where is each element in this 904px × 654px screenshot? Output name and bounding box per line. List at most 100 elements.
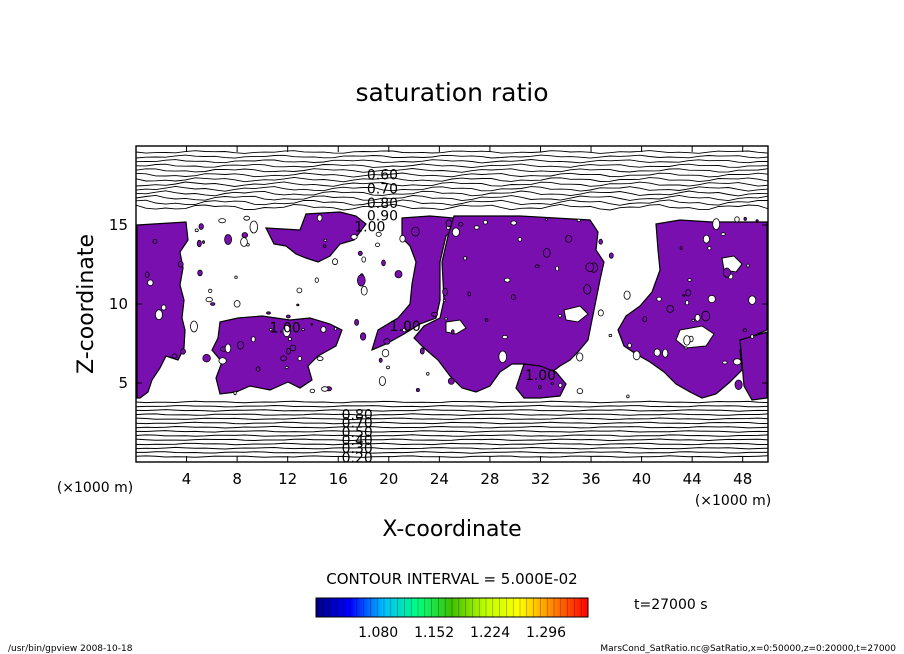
contour-speckle — [309, 388, 316, 394]
contour-label: 1.00 — [270, 321, 301, 337]
lower-contour-line — [136, 400, 768, 404]
contour-speckle — [701, 310, 711, 322]
contour-speckle — [473, 225, 480, 230]
time-label: t=27000 s — [634, 597, 708, 613]
footer-right: MarsCond_SatRatio.nc@SatRatio,x=0:50000,… — [600, 644, 896, 654]
contour-label: 1.00 — [354, 220, 385, 236]
x-unit-left-label: (×1000 m) — [57, 480, 133, 496]
contour-speckle — [233, 300, 241, 308]
x-axis-ticks: 4 8 12 16 20 24 28 32 36 40 44 48 — [182, 146, 752, 488]
x-tick-label: 20 — [379, 470, 398, 488]
contour-speckle — [357, 250, 363, 256]
contour-speckle — [451, 227, 460, 237]
contour-speckle — [394, 270, 403, 279]
contour-speckle — [286, 347, 291, 355]
contour-speckle — [742, 328, 747, 333]
colorbar-tick-label: 1.080 — [358, 625, 398, 641]
contour-speckle — [734, 379, 743, 391]
x-tick-label: 24 — [430, 470, 449, 488]
contour-speckle — [180, 348, 186, 355]
contour-speckle — [720, 232, 726, 236]
contour-speckle — [378, 376, 386, 387]
contour-speckle — [557, 313, 563, 318]
x-tick-label: 36 — [581, 470, 600, 488]
upper-contour-line — [136, 190, 768, 197]
contour-speckle — [626, 394, 630, 399]
contour-label: 0.30 — [342, 441, 373, 457]
lower-contour-line — [136, 409, 768, 412]
contour-speckle — [734, 216, 740, 223]
contour-speckle — [666, 304, 674, 313]
contour-speckle — [598, 238, 603, 245]
contour-speckle — [656, 296, 662, 302]
contour-speckle — [583, 284, 592, 295]
contour-label: 0.50 — [342, 425, 373, 441]
contour-speckle — [194, 228, 199, 233]
contour-speckle — [249, 220, 258, 234]
x-tick-label: 28 — [480, 470, 499, 488]
contour-speckle — [694, 313, 701, 322]
contour-speckle — [198, 223, 204, 230]
x-tick-label: 8 — [232, 470, 242, 488]
contour-speckle — [517, 237, 523, 242]
colorbar-stripes — [322, 598, 582, 617]
contour-speckle — [236, 340, 244, 350]
contour-speckle — [447, 377, 455, 385]
contour-label: 0.80 — [342, 408, 373, 424]
lower-contour-line — [136, 446, 768, 450]
y-tick-label: 5 — [118, 374, 128, 392]
y-axis-label: Z-coordinate — [74, 234, 99, 374]
contour-speckle — [297, 356, 302, 362]
lower-contour-lines — [136, 400, 768, 458]
contour-speckle — [608, 252, 614, 259]
lower-contour-line — [136, 438, 768, 442]
upper-contour-line — [136, 185, 768, 192]
contour-label: 1.00 — [390, 319, 421, 335]
contour-speckle — [444, 317, 448, 321]
contour-label: 0.40 — [342, 433, 373, 449]
x-tick-label: 12 — [278, 470, 297, 488]
hole-center-1 — [445, 319, 467, 335]
contour-speckle — [684, 346, 688, 350]
contour-speckle — [627, 342, 632, 348]
contour-speckle — [282, 324, 291, 338]
y-axis-ticks: 5 10 15 — [109, 216, 768, 392]
upper-contour-line — [136, 154, 768, 159]
lower-contour-line — [136, 455, 768, 458]
contour-speckle — [662, 348, 669, 358]
contour-speckle — [323, 238, 328, 242]
contour-speckle — [419, 347, 425, 355]
upper-contour-line — [136, 168, 768, 173]
contour-speckle — [743, 216, 747, 221]
contour-speckle — [623, 290, 631, 300]
contour-speckle — [482, 220, 488, 225]
upper-contour-line — [136, 203, 768, 211]
contour-speckle — [361, 256, 367, 263]
lower-contour-line — [136, 430, 768, 433]
contour-speckle — [202, 240, 205, 244]
contour-label: 0.80 — [367, 196, 398, 212]
contour-speckle — [467, 291, 472, 297]
contour-speckle — [555, 265, 560, 272]
contour-speckle — [208, 288, 213, 293]
contour-speckle — [534, 264, 540, 269]
lower-contour-line — [136, 421, 768, 425]
contour-speckle — [280, 355, 288, 362]
lower-contour-line — [136, 404, 768, 408]
footer-left: /usr/bin/gpview 2008-10-18 — [8, 644, 133, 654]
contour-speckle — [707, 246, 712, 251]
lower-contour-line — [136, 442, 768, 446]
contour-speckle — [144, 271, 150, 278]
contour-speckle — [550, 381, 555, 385]
upper-contour-line — [136, 150, 768, 154]
x-tick-label: 40 — [632, 470, 651, 488]
contour-speckle — [722, 267, 731, 278]
contour-speckle — [333, 326, 338, 331]
contour-speckle — [545, 218, 549, 221]
contour-speckle — [190, 320, 198, 333]
contour-speckle — [289, 344, 297, 352]
contour-speckle — [285, 314, 291, 319]
upper-contour-line — [136, 176, 768, 183]
region-top-center — [264, 211, 367, 263]
